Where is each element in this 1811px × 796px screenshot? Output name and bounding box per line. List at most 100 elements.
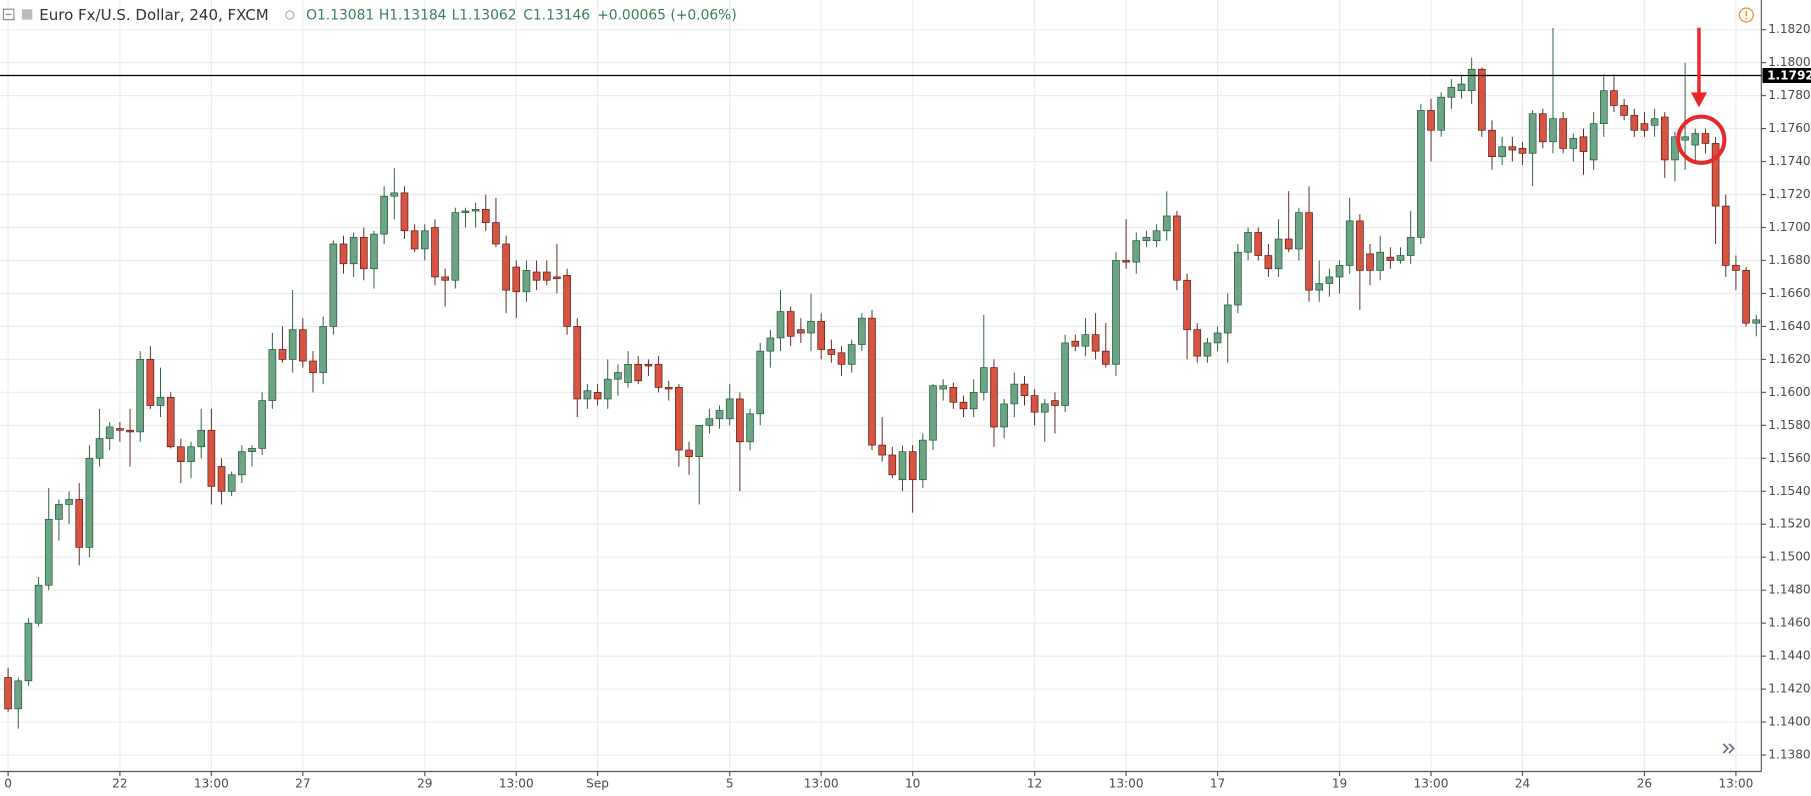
- candle-body: [1234, 251, 1242, 306]
- y-tick-label: 1.16400: [1768, 319, 1811, 333]
- candle-body: [481, 209, 490, 223]
- price-label: 1.17922: [1767, 69, 1811, 83]
- y-tick-label: 1.13800: [1768, 748, 1811, 762]
- candle-body: [1386, 256, 1395, 261]
- candle-body: [410, 230, 419, 250]
- candle-body: [898, 451, 907, 481]
- scroll-right-button[interactable]: [1722, 743, 1735, 754]
- candle-body: [847, 344, 856, 365]
- candle-body: [268, 349, 277, 401]
- candle-body: [634, 363, 643, 382]
- candle-body: [1132, 240, 1141, 263]
- header-value: O1.13081: [306, 8, 374, 24]
- candle-body: [1193, 329, 1202, 357]
- y-tick-label: 1.18000: [1768, 55, 1811, 69]
- candle-body: [1335, 265, 1344, 278]
- candle-body: [1518, 148, 1527, 154]
- candle-body: [1264, 255, 1273, 270]
- collapse-icon[interactable]: [2, 8, 15, 21]
- x-tick-label: 5: [726, 777, 734, 791]
- candle-body: [1051, 400, 1059, 406]
- y-tick-label: 1.15800: [1768, 418, 1811, 432]
- candle-body: [1579, 136, 1588, 153]
- candle-body: [776, 311, 785, 339]
- y-tick-label: 1.14200: [1768, 682, 1811, 696]
- candle-body: [990, 367, 998, 428]
- candle-body: [1376, 251, 1385, 271]
- candle-body: [258, 400, 266, 449]
- candle-body: [1508, 146, 1517, 151]
- candle-body: [461, 210, 470, 214]
- candle-body: [227, 474, 236, 492]
- x-tick-label: 13:00: [499, 777, 534, 791]
- candle-body: [492, 222, 500, 245]
- candle-body: [695, 424, 704, 457]
- x-tick-label: 0: [4, 777, 12, 791]
- candle-body: [1406, 237, 1415, 256]
- candle-body: [1274, 238, 1283, 270]
- candle-body: [309, 360, 317, 373]
- candle-body: [1752, 319, 1761, 324]
- header-value: H1.13184: [379, 8, 447, 24]
- candle-body: [248, 448, 256, 453]
- y-tick-label: 1.15000: [1768, 550, 1811, 564]
- candle-body: [553, 276, 561, 279]
- candle-body: [827, 349, 836, 355]
- candle-body: [756, 350, 765, 415]
- candle-body: [319, 326, 327, 373]
- x-tick-label: 13:00: [804, 777, 839, 791]
- candles: [4, 28, 1761, 729]
- candle-body: [868, 317, 876, 446]
- candle-body: [1030, 395, 1039, 413]
- header-values: O1.13081 H1.13184 L1.13062 C1.13146 +0.00065…: [306, 8, 737, 24]
- alert-icon[interactable]: [1738, 7, 1754, 23]
- x-tick-label: 13:00: [194, 777, 229, 791]
- candle-body: [705, 418, 714, 426]
- candle-body: [441, 276, 449, 281]
- candle-body: [1152, 230, 1161, 242]
- candle-body: [1284, 238, 1293, 250]
- candle-body: [299, 329, 307, 362]
- candle-body: [1447, 87, 1456, 98]
- candle-body: [979, 367, 988, 393]
- candle-body: [644, 363, 653, 367]
- candle-body: [1650, 118, 1659, 126]
- y-tick-label: 1.16200: [1768, 352, 1811, 366]
- candle-body: [156, 396, 165, 406]
- candle-body: [858, 317, 866, 345]
- candle-body: [1528, 113, 1537, 154]
- candle-body: [126, 429, 134, 433]
- candle-body: [1325, 276, 1334, 284]
- candle-body: [1091, 334, 1100, 352]
- candle-body: [1162, 215, 1171, 232]
- candle-body: [75, 499, 84, 548]
- candle-body: [1732, 265, 1740, 271]
- y-tick-label: 1.17600: [1768, 121, 1811, 135]
- candle-body: [166, 396, 175, 448]
- axes: 1.13800 1.14000 1.14200 1.14400 1.14600 1.148…: [0, 22, 1811, 791]
- candle-body: [563, 274, 571, 327]
- y-tick-label: 1.17000: [1768, 220, 1811, 234]
- candle-body: [55, 504, 63, 520]
- x-tick-label: 13:00: [1718, 777, 1753, 791]
- x-tick-label: 27: [295, 777, 310, 791]
- grid: [0, 0, 1762, 772]
- candle-body: [1640, 123, 1649, 131]
- candle-body: [1701, 133, 1710, 144]
- candle-body: [1620, 105, 1628, 116]
- candle-body: [1254, 232, 1263, 256]
- candle-body: [685, 449, 693, 457]
- candle-body: [532, 271, 541, 281]
- candle-body: [1559, 118, 1567, 149]
- candle-body: [593, 392, 602, 400]
- y-tick-label: 1.16600: [1768, 286, 1811, 300]
- candle-body: [573, 326, 582, 400]
- x-tick-label: 19: [1332, 777, 1347, 791]
- header-value: C1.13146: [523, 8, 590, 24]
- candle-body: [146, 359, 155, 406]
- x-tick-label: 26: [1637, 777, 1652, 791]
- candle-body: [969, 392, 978, 410]
